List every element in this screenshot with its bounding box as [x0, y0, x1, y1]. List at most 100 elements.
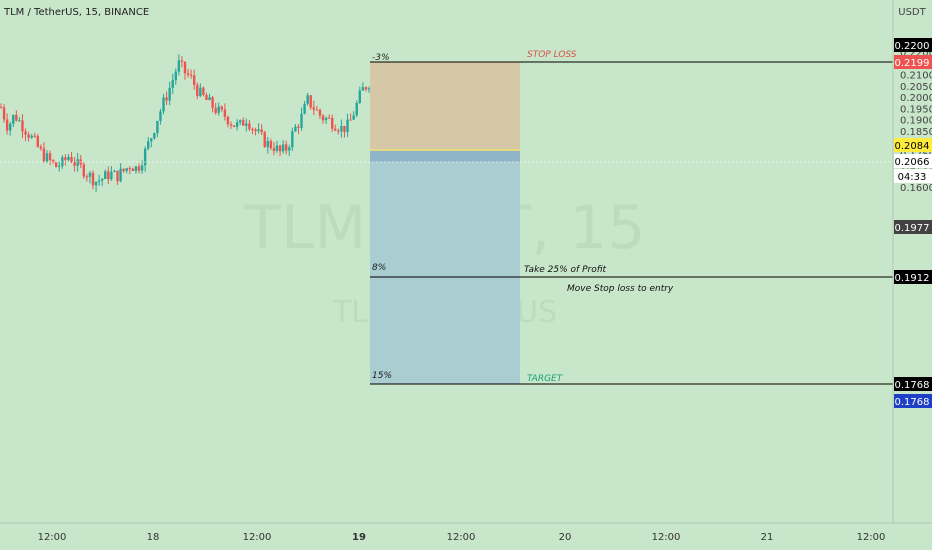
candle-body — [9, 123, 12, 131]
candle-body — [39, 146, 43, 149]
time-tick-label: 12:00 — [652, 532, 681, 543]
candle-body — [352, 115, 355, 120]
time-tick-label: 12:00 — [857, 532, 886, 543]
candle-body — [202, 87, 205, 95]
candle-body — [281, 144, 285, 152]
candle-body — [321, 115, 325, 121]
candle-body — [324, 117, 328, 121]
candle-body — [70, 156, 73, 163]
candle-body — [131, 168, 135, 171]
candle-body — [349, 119, 352, 121]
price-tick-label: 0.1900 — [900, 116, 932, 127]
candle-body — [2, 107, 6, 120]
candle-body — [45, 153, 49, 162]
candle-body — [165, 97, 168, 101]
candle-body — [82, 164, 85, 177]
price-tag-value: 04:33 — [898, 172, 927, 183]
candle-body — [239, 120, 242, 123]
candle-body — [266, 140, 269, 148]
price-tick-label: 0.2050 — [900, 82, 932, 93]
candle-body — [269, 140, 273, 149]
candle-body — [318, 109, 322, 116]
candle-body — [97, 180, 101, 182]
price-tick-label: 0.2000 — [900, 93, 932, 104]
price-tag-value: 0.2066 — [895, 157, 930, 168]
candle-body — [58, 166, 61, 168]
candle-body — [0, 107, 3, 109]
candle-body — [177, 60, 181, 72]
candle-body — [21, 120, 24, 132]
candle-body — [143, 148, 147, 166]
candle-body — [251, 129, 254, 131]
price-tag-box — [894, 377, 932, 391]
candle-body — [36, 136, 39, 147]
price-tick-label: 0.1950 — [900, 104, 932, 115]
candle-body — [113, 170, 116, 172]
price-tag-value: 0.1977 — [895, 223, 930, 234]
candle-body — [147, 141, 150, 149]
candle-body — [291, 131, 294, 148]
candle-body — [297, 126, 300, 128]
target-pct-label: 15% — [372, 371, 392, 381]
candle-body — [159, 111, 162, 121]
candle-body — [137, 166, 141, 171]
entry-zone — [370, 150, 520, 162]
loss-zone — [370, 62, 520, 150]
price-tick-label: 0.2100 — [900, 71, 932, 82]
candle-body — [153, 133, 156, 139]
candle-body — [257, 129, 260, 132]
candle-body — [76, 159, 79, 166]
stop-pct-label: -3% — [372, 53, 390, 63]
candle-body — [5, 119, 9, 131]
candle-body — [193, 75, 196, 85]
candle-body — [183, 61, 187, 74]
candle-body — [300, 113, 303, 128]
candle-body — [285, 144, 288, 151]
price-tag-box — [894, 394, 932, 408]
time-axis[interactable]: 12:00 18 12:00 19 12:00 20 12:00 21 12:00 — [38, 532, 886, 543]
time-tick-label: 18 — [147, 532, 160, 543]
price-tag-value: 0.1912 — [895, 273, 930, 284]
candle-body — [48, 153, 52, 160]
candle-body — [140, 165, 144, 171]
candle-body — [205, 94, 208, 100]
candle-body — [263, 132, 266, 148]
candle-body — [208, 97, 211, 100]
candle-body — [248, 123, 251, 130]
candle-body — [156, 120, 159, 134]
take-profit-label: Take 25% of Profit — [524, 265, 607, 275]
candle-body — [162, 97, 165, 112]
candle-body — [196, 84, 199, 97]
price-tag-value: 0.1768 — [895, 397, 930, 408]
candle-body — [306, 95, 309, 104]
candle-body — [119, 168, 122, 182]
candle-body — [150, 138, 153, 142]
candle-body — [122, 168, 125, 171]
candle-body — [364, 87, 368, 90]
time-tick-label: 21 — [761, 532, 774, 543]
candles — [0, 54, 371, 192]
candle-body — [55, 162, 58, 168]
candle-body — [214, 107, 217, 113]
candle-body — [104, 171, 107, 179]
price-tag-value: 0.2084 — [895, 141, 930, 152]
symbol-title[interactable]: TLM / TetherUS, 15, BINANCE — [3, 7, 149, 18]
candle-body — [358, 90, 361, 103]
price-tag-box — [894, 138, 932, 152]
candle-body — [174, 71, 177, 81]
candle-body — [116, 170, 119, 182]
candle-body — [189, 74, 193, 76]
candle-body — [85, 176, 89, 178]
price-tag-box — [894, 220, 932, 234]
price-tag-value: 0.2199 — [895, 58, 930, 69]
candle-body — [355, 102, 358, 116]
candle-body — [245, 123, 248, 126]
currency-label: USDT — [898, 7, 926, 18]
candle-body — [88, 172, 92, 177]
candle-body — [91, 172, 95, 186]
candle-body — [334, 128, 337, 131]
candle-body — [18, 120, 21, 122]
candle-body — [315, 109, 319, 111]
